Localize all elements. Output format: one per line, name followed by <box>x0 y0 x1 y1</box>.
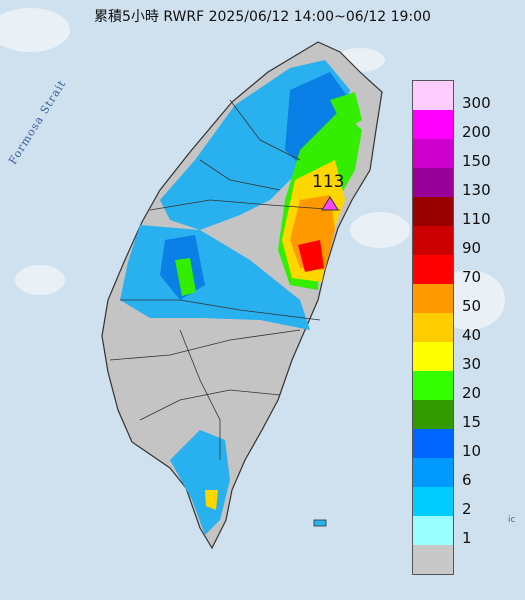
legend-swatch <box>413 400 453 429</box>
legend-label: 40 <box>462 326 482 344</box>
legend-label: 300 <box>462 94 491 112</box>
legend-swatch <box>413 139 453 168</box>
legend-label: 130 <box>462 181 491 199</box>
legend-swatch <box>413 226 453 255</box>
legend-swatch <box>413 255 453 284</box>
max-rainfall-label: 113 <box>312 172 345 192</box>
map-title: 累積5小時 RWRF 2025/06/12 14:00~06/12 19:00 <box>94 9 431 25</box>
legend-swatch <box>413 81 453 110</box>
legend-label: 30 <box>462 355 482 373</box>
rainfall-legend <box>412 80 454 575</box>
legend-swatch <box>413 429 453 458</box>
legend-label: 20 <box>462 384 482 402</box>
edge-label: ic <box>508 515 516 525</box>
legend-swatch <box>413 487 453 516</box>
legend-label: 15 <box>462 413 482 431</box>
legend-swatch <box>413 313 453 342</box>
legend-swatch <box>413 371 453 400</box>
legend-swatch <box>413 342 453 371</box>
legend-label: 70 <box>462 268 482 286</box>
legend-label: 200 <box>462 123 491 141</box>
legend-label: 90 <box>462 239 482 257</box>
legend-swatch <box>413 110 453 139</box>
legend-swatch <box>413 284 453 313</box>
county-boundaries <box>109 99 341 460</box>
legend-label: 10 <box>462 442 482 460</box>
rain-area-heavy <box>175 92 362 510</box>
legend-label: 2 <box>462 500 472 518</box>
legend-swatch <box>413 545 453 574</box>
legend-label: 6 <box>462 471 472 489</box>
legend-label: 50 <box>462 297 482 315</box>
green-island <box>313 519 327 527</box>
legend-label: 150 <box>462 152 491 170</box>
legend-swatch <box>413 516 453 545</box>
triangle-icon <box>321 196 339 211</box>
legend-label: 110 <box>462 210 491 228</box>
legend-swatch <box>413 197 453 226</box>
legend-swatch <box>413 458 453 487</box>
legend-label: 1 <box>462 529 472 547</box>
legend-swatch <box>413 168 453 197</box>
cloud-overlay <box>0 8 505 330</box>
